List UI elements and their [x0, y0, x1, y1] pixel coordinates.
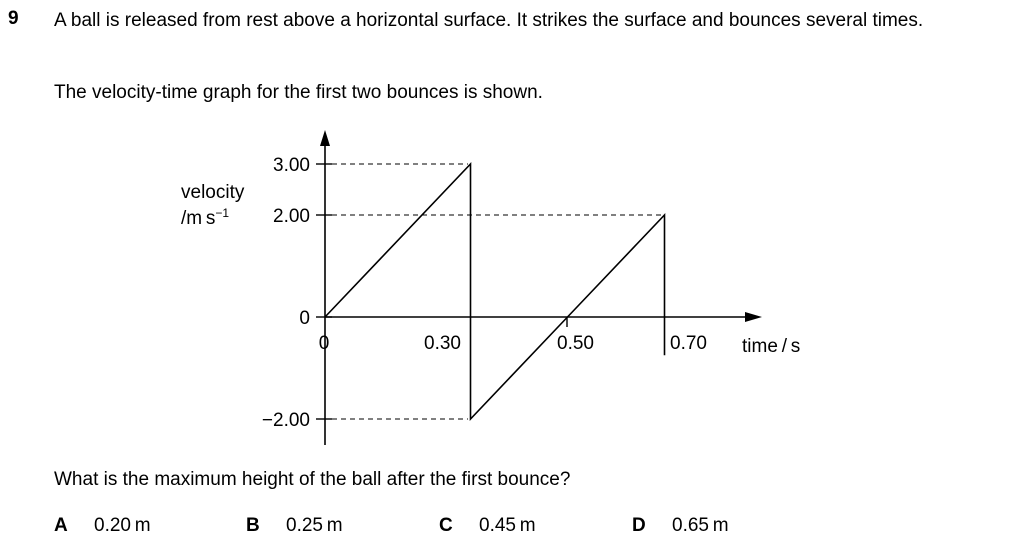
option-b[interactable]: B 0.25 m	[246, 515, 343, 537]
x-tick-label-0: 0	[319, 333, 330, 354]
y-axis-label: velocity /m s−1	[181, 180, 244, 232]
x-tick-label-050: 0.50	[557, 333, 594, 354]
y-axis-arrow-icon	[320, 130, 330, 146]
x-axis-arrow-icon	[745, 312, 762, 322]
x-axis-label: time / s	[742, 336, 800, 357]
option-a-letter: A	[54, 515, 68, 536]
y-tick-label-2: 2.00	[273, 206, 310, 227]
x-tick-label-030: 0.30	[424, 333, 461, 354]
option-c-text: 0.45 m	[479, 515, 536, 536]
y-axis-label-unit: /m s−1	[181, 206, 244, 232]
option-c[interactable]: C 0.45 m	[439, 515, 536, 537]
option-c-letter: C	[439, 515, 453, 536]
graph-intro: The velocity-time graph for the first tw…	[54, 82, 543, 103]
velocity-series-line	[324, 161, 666, 422]
y-tick-label-minus2: −2.00	[262, 410, 310, 431]
question-stem: A ball is released from rest above a hor…	[54, 10, 924, 31]
option-b-text: 0.25 m	[286, 515, 343, 536]
x-tick-label-070: 0.70	[670, 333, 707, 354]
option-d-letter: D	[632, 515, 646, 536]
y-axis-unit-exponent: −1	[215, 206, 230, 220]
option-a-text: 0.20 m	[94, 515, 151, 536]
y-axis-unit-text: /m s	[181, 208, 216, 229]
option-d[interactable]: D 0.65 m	[632, 515, 729, 537]
question-prompt: What is the maximum height of the ball a…	[54, 469, 571, 490]
y-axis-label-quantity: velocity	[181, 182, 245, 203]
option-a[interactable]: A 0.20 m	[54, 515, 151, 537]
question-number: 9	[8, 8, 19, 29]
y-tick-label-0: 0	[299, 308, 310, 329]
option-b-letter: B	[246, 515, 260, 536]
y-tick-label-3: 3.00	[273, 155, 310, 176]
option-d-text: 0.65 m	[672, 515, 729, 536]
